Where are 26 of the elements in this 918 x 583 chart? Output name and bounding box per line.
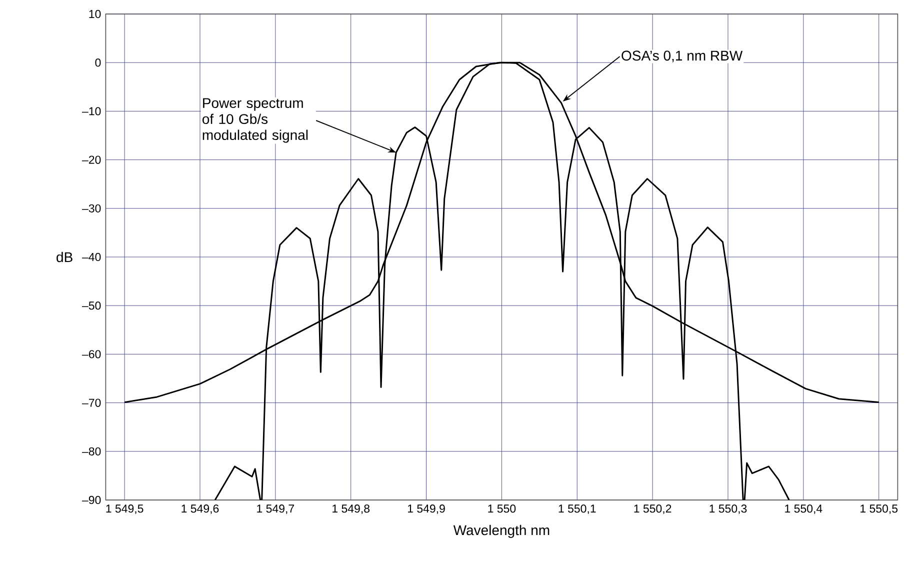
x-tick-label: 1 550,1 <box>558 504 596 514</box>
y-tick-label: –20 <box>82 156 101 164</box>
x-tick-label: 1 549,8 <box>332 504 370 514</box>
x-tick-label: 1 549,9 <box>408 504 445 514</box>
x-tick-label: 1 549,7 <box>257 504 294 514</box>
y-tick-label: –10 <box>82 107 101 116</box>
x-tick-label: 1 550,3 <box>710 504 747 514</box>
y-tick-label: –30 <box>82 204 101 212</box>
annotation: Power spectrum of 10 Gb/s modulated signal <box>202 98 308 143</box>
y-axis-title: dB <box>56 252 72 262</box>
x-tick-label: 1 549,6 <box>182 504 219 514</box>
annotation: OSA’s 0,1 nm RBW <box>622 50 743 62</box>
x-tick-label: 1 550,2 <box>634 504 672 514</box>
y-tick-label: –70 <box>82 398 101 407</box>
y-tick-label: –90 <box>82 496 101 504</box>
x-tick-label: 1 550,5 <box>860 504 898 514</box>
x-axis-title: Wavelength nm <box>453 524 550 538</box>
y-tick-label: –50 <box>82 302 101 310</box>
y-tick-label: 0 <box>95 58 101 67</box>
x-tick-label: 1 549,5 <box>106 504 144 514</box>
x-tick-label: 1 550 <box>488 504 516 513</box>
y-tick-label: –80 <box>82 447 101 456</box>
y-tick-label: 10 <box>89 10 101 18</box>
x-tick-label: 1 550,4 <box>785 504 822 514</box>
y-tick-label: –40 <box>82 252 101 262</box>
y-tick-label: –60 <box>82 350 101 358</box>
